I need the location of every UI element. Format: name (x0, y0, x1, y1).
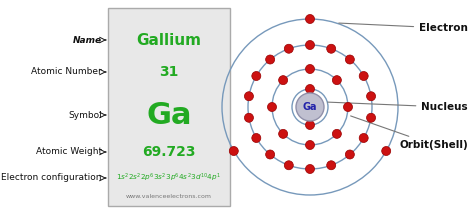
Text: www.valenceelectrons.com: www.valenceelectrons.com (126, 193, 212, 199)
Circle shape (327, 161, 336, 170)
Circle shape (332, 76, 341, 85)
Circle shape (267, 103, 276, 111)
Circle shape (332, 129, 341, 138)
Circle shape (296, 93, 324, 121)
Text: Electron: Electron (339, 23, 468, 33)
Circle shape (359, 71, 368, 80)
Circle shape (306, 15, 315, 24)
Circle shape (346, 150, 355, 159)
Circle shape (265, 55, 274, 64)
Text: Gallium: Gallium (137, 33, 201, 48)
Text: Symbol: Symbol (68, 110, 102, 119)
Circle shape (366, 92, 375, 101)
Circle shape (279, 129, 288, 138)
Circle shape (327, 44, 336, 53)
Text: Atomic Number: Atomic Number (31, 67, 102, 76)
Circle shape (306, 165, 315, 174)
Text: 69.723: 69.723 (142, 145, 196, 159)
Circle shape (265, 150, 274, 159)
Circle shape (279, 76, 288, 85)
Circle shape (252, 134, 261, 143)
Circle shape (306, 120, 315, 129)
Circle shape (344, 103, 353, 111)
Text: Nucleus: Nucleus (328, 102, 468, 112)
Circle shape (306, 141, 315, 150)
Text: Orbit(Shell): Orbit(Shell) (351, 116, 468, 150)
Text: Ga: Ga (303, 102, 317, 112)
Circle shape (306, 64, 315, 73)
Circle shape (306, 40, 315, 49)
Text: Electron configuration: Electron configuration (1, 174, 102, 183)
Circle shape (366, 113, 375, 122)
Circle shape (284, 44, 293, 53)
Circle shape (306, 85, 315, 94)
Circle shape (346, 55, 355, 64)
Circle shape (382, 147, 391, 156)
Text: Atomic Weight: Atomic Weight (36, 147, 102, 156)
Circle shape (252, 71, 261, 80)
Text: $1s^2 2s^2 2p^6 3s^2 3p^6 4s^2 3d^{10} 4p^1$: $1s^2 2s^2 2p^6 3s^2 3p^6 4s^2 3d^{10} 4… (117, 172, 221, 184)
Text: 31: 31 (159, 65, 179, 79)
Text: Name: Name (73, 36, 102, 45)
Circle shape (359, 134, 368, 143)
Circle shape (284, 161, 293, 170)
Circle shape (245, 113, 254, 122)
Bar (108, 8, 230, 206)
Circle shape (245, 92, 254, 101)
Text: Ga: Ga (146, 101, 192, 129)
Circle shape (229, 147, 238, 156)
